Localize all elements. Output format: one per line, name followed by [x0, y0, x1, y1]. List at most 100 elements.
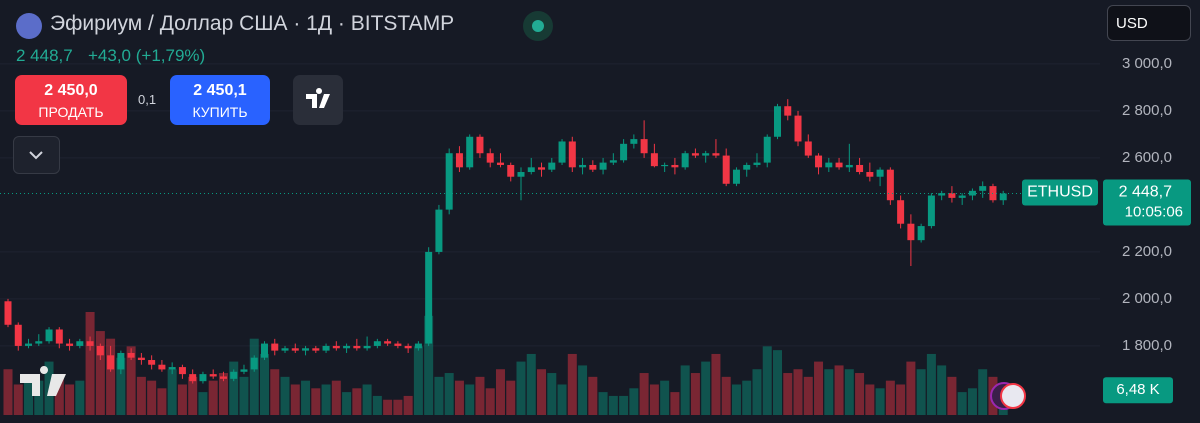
market-status[interactable] [523, 11, 553, 41]
candle-body [55, 329, 63, 344]
volume-bar [598, 392, 608, 415]
candle-body [815, 155, 823, 168]
volume-bar [578, 365, 588, 415]
candle-body [825, 162, 833, 168]
candle-body [599, 162, 607, 170]
volume-bar [444, 373, 454, 415]
volume-bar [188, 376, 198, 415]
volume-bar [567, 353, 577, 415]
volume-bar [126, 346, 136, 415]
volume-bar [967, 388, 977, 415]
volume-bar [85, 312, 95, 415]
volume-bar [198, 392, 208, 415]
candle-body [661, 164, 669, 167]
volume-bar [947, 376, 957, 415]
candle-body [907, 223, 915, 241]
volume-bar [803, 376, 813, 415]
candle-body [45, 329, 53, 342]
y-tick-label: 2 000,0 [1122, 290, 1172, 307]
candle-body [455, 153, 463, 168]
candle-body [322, 345, 330, 351]
candle-body [384, 341, 392, 344]
candle-body [332, 345, 340, 349]
candle-body [794, 115, 802, 142]
spread: 0,1 [138, 92, 157, 107]
candle-body [4, 301, 12, 325]
eth-icon [16, 13, 42, 39]
candle-body [579, 164, 587, 168]
volume-bar [372, 395, 382, 415]
y-tick-label: 2 800,0 [1122, 102, 1172, 119]
volume-bar [495, 369, 505, 415]
volume-bar [793, 369, 803, 415]
volume-bar [95, 331, 105, 415]
candle-body [958, 195, 966, 198]
volume-bar [475, 376, 485, 415]
volume-bar [106, 338, 116, 415]
sell-button[interactable]: 2 450,0 ПРОДАТЬ [15, 75, 127, 125]
candle-body [897, 200, 905, 224]
candle-body [271, 343, 279, 351]
candle-body [948, 193, 956, 198]
candle-body [373, 341, 381, 346]
candle-body [630, 139, 638, 144]
candle-body [281, 348, 289, 351]
candle-body [302, 348, 310, 351]
candle-body [261, 343, 268, 358]
volume-bar [537, 369, 547, 415]
candle-body [291, 348, 299, 351]
volume-bar [660, 380, 670, 415]
y-tick-label: 3 000,0 [1122, 55, 1172, 72]
volume-bar [680, 365, 690, 415]
candle-body [404, 345, 412, 349]
candle-body [219, 376, 227, 379]
volume-bar [54, 376, 64, 415]
candle-body [209, 374, 217, 377]
volume-bar [157, 388, 167, 415]
volume-bar [557, 384, 567, 415]
volume-bar [824, 369, 834, 415]
volume-bar [752, 369, 762, 415]
candle-body [96, 345, 104, 356]
volume-bar [34, 380, 44, 415]
volume-bar [331, 380, 341, 415]
volume-bar [701, 361, 711, 415]
candle-body [76, 341, 84, 346]
candle-body [568, 141, 576, 168]
candle-body [732, 169, 740, 184]
logo-button[interactable] [293, 75, 343, 125]
volume-bar [249, 338, 259, 415]
candle-body [14, 324, 22, 346]
volume-bar [926, 353, 936, 415]
candle-body [445, 153, 453, 210]
volume-bar [588, 376, 598, 415]
volume-bar [742, 380, 752, 415]
candle-body [425, 251, 433, 344]
volume-bar [875, 388, 885, 415]
watermark [20, 366, 66, 396]
buy-button[interactable]: 2 450,1 КУПИТЬ [170, 75, 270, 125]
volume-bar [773, 350, 782, 415]
volume-bar [260, 353, 269, 415]
candle-body [353, 345, 361, 349]
volume-bar [413, 346, 423, 415]
candle-body [476, 136, 484, 154]
volume-bar [403, 395, 413, 415]
volume-bar [690, 373, 700, 415]
candle-body [517, 172, 525, 177]
volume-tag [1103, 377, 1173, 404]
symbol-title[interactable]: Эфириум / Доллар США · 1Д · BITSTAMP [50, 12, 455, 35]
volume-bar [383, 399, 393, 415]
volume-bar [229, 361, 239, 415]
volume-bar [865, 384, 875, 415]
volume-bar [731, 384, 741, 415]
candle-body [804, 141, 812, 156]
candle-body [681, 153, 689, 168]
candle-body [743, 164, 751, 170]
collapse-button[interactable] [13, 136, 60, 174]
volume-bar [649, 384, 659, 415]
logo [306, 88, 330, 108]
currency-select[interactable]: USD [1107, 5, 1191, 41]
chevron [29, 151, 43, 160]
